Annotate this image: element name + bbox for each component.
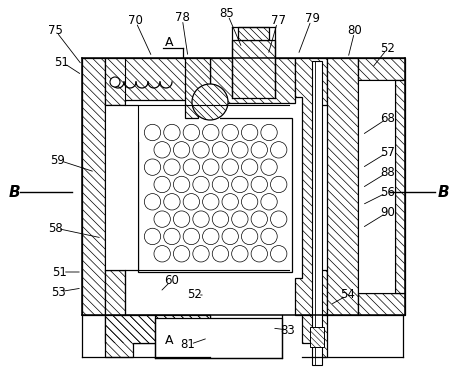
Bar — [138, 118, 292, 272]
Text: 81: 81 — [181, 339, 195, 352]
Polygon shape — [310, 327, 324, 347]
Polygon shape — [185, 58, 210, 118]
Polygon shape — [105, 315, 210, 357]
Text: 54: 54 — [340, 288, 355, 301]
Text: 70: 70 — [128, 13, 143, 26]
Polygon shape — [358, 58, 405, 80]
Text: B: B — [8, 185, 20, 200]
Text: 59: 59 — [50, 154, 65, 167]
Bar — [105, 105, 138, 270]
Text: 51: 51 — [53, 265, 68, 278]
Polygon shape — [358, 293, 405, 315]
Bar — [358, 80, 395, 293]
Text: 80: 80 — [348, 23, 362, 36]
Polygon shape — [395, 80, 405, 293]
Text: A: A — [165, 334, 173, 347]
Text: 77: 77 — [271, 13, 286, 26]
Text: 57: 57 — [380, 146, 395, 159]
Text: 79: 79 — [305, 11, 320, 25]
Polygon shape — [232, 40, 275, 98]
Text: 58: 58 — [48, 221, 62, 234]
Polygon shape — [210, 58, 295, 105]
Text: 78: 78 — [174, 10, 189, 23]
Polygon shape — [238, 27, 269, 40]
Polygon shape — [82, 58, 105, 315]
Circle shape — [110, 77, 120, 87]
Text: 90: 90 — [380, 206, 395, 218]
Text: 52: 52 — [188, 288, 202, 301]
Polygon shape — [295, 58, 327, 315]
Bar — [138, 118, 292, 272]
Polygon shape — [105, 58, 210, 105]
Text: 68: 68 — [380, 111, 395, 124]
Text: 52: 52 — [380, 41, 395, 54]
Bar — [125, 102, 220, 142]
Circle shape — [192, 84, 228, 120]
Text: 60: 60 — [164, 273, 179, 286]
Polygon shape — [327, 58, 358, 315]
Text: A: A — [165, 36, 173, 49]
Text: 56: 56 — [380, 185, 395, 198]
Bar — [155, 318, 282, 358]
Text: 51: 51 — [54, 56, 69, 69]
Text: 83: 83 — [281, 324, 296, 337]
Text: 75: 75 — [48, 23, 63, 36]
Text: B: B — [437, 185, 449, 200]
Polygon shape — [105, 270, 210, 343]
Text: 88: 88 — [380, 165, 395, 178]
Polygon shape — [302, 315, 327, 357]
Text: 85: 85 — [220, 7, 234, 20]
Bar — [312, 61, 322, 365]
Text: 53: 53 — [51, 285, 65, 298]
